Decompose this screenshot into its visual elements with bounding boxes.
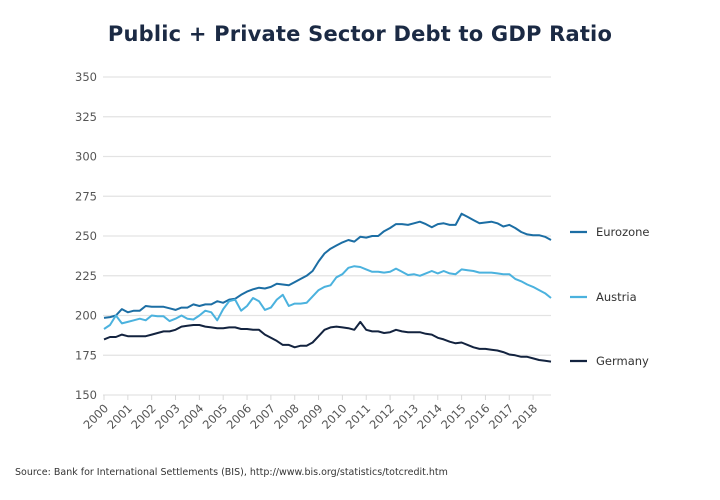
y-tick-label: 150 [75,388,97,402]
x-tick-label: 2014 [414,401,445,432]
y-tick-label: 325 [75,110,97,124]
x-tick-label: 2018 [510,401,541,432]
x-tick-label: 2007 [247,401,278,432]
x-tick-label: 2005 [200,401,231,432]
chart-title: Public + Private Sector Debt to GDP Rati… [107,22,613,46]
series-line-germany [103,320,552,363]
x-tick-label: 2006 [224,401,255,432]
y-tick-label: 275 [75,189,97,203]
x-tick-label: 2009 [295,401,326,432]
x-tick-label: 2001 [104,401,135,432]
x-tick-label: 2011 [343,401,374,432]
x-tick-label: 2017 [486,401,517,432]
x-tick-label: 2003 [152,401,183,432]
series-line-austria [103,265,552,330]
x-tick-label: 2015 [438,401,469,432]
x-tick-label: 2016 [462,401,493,432]
x-tick-label: 2008 [271,401,302,432]
y-tick-label: 250 [75,229,97,243]
legend-label-germany: Germany [596,354,649,368]
x-tick-label: 2013 [390,401,421,432]
x-tick-label: 2000 [81,401,112,432]
x-tick-label: 2004 [176,401,207,432]
series-line-eurozone [103,212,552,319]
y-tick-label: 200 [75,309,97,323]
source-note: Source: Bank for International Settlemen… [15,467,448,478]
x-tick-label: 2010 [319,401,350,432]
legend-label-austria: Austria [596,290,637,304]
y-tick-label: 350 [75,70,97,84]
x-tick-label: 2012 [367,401,398,432]
y-tick-label: 225 [75,269,97,283]
legend-label-eurozone: Eurozone [596,225,650,239]
y-tick-label: 300 [75,150,97,164]
y-tick-label: 175 [75,348,97,362]
x-tick-label: 2002 [128,401,159,432]
